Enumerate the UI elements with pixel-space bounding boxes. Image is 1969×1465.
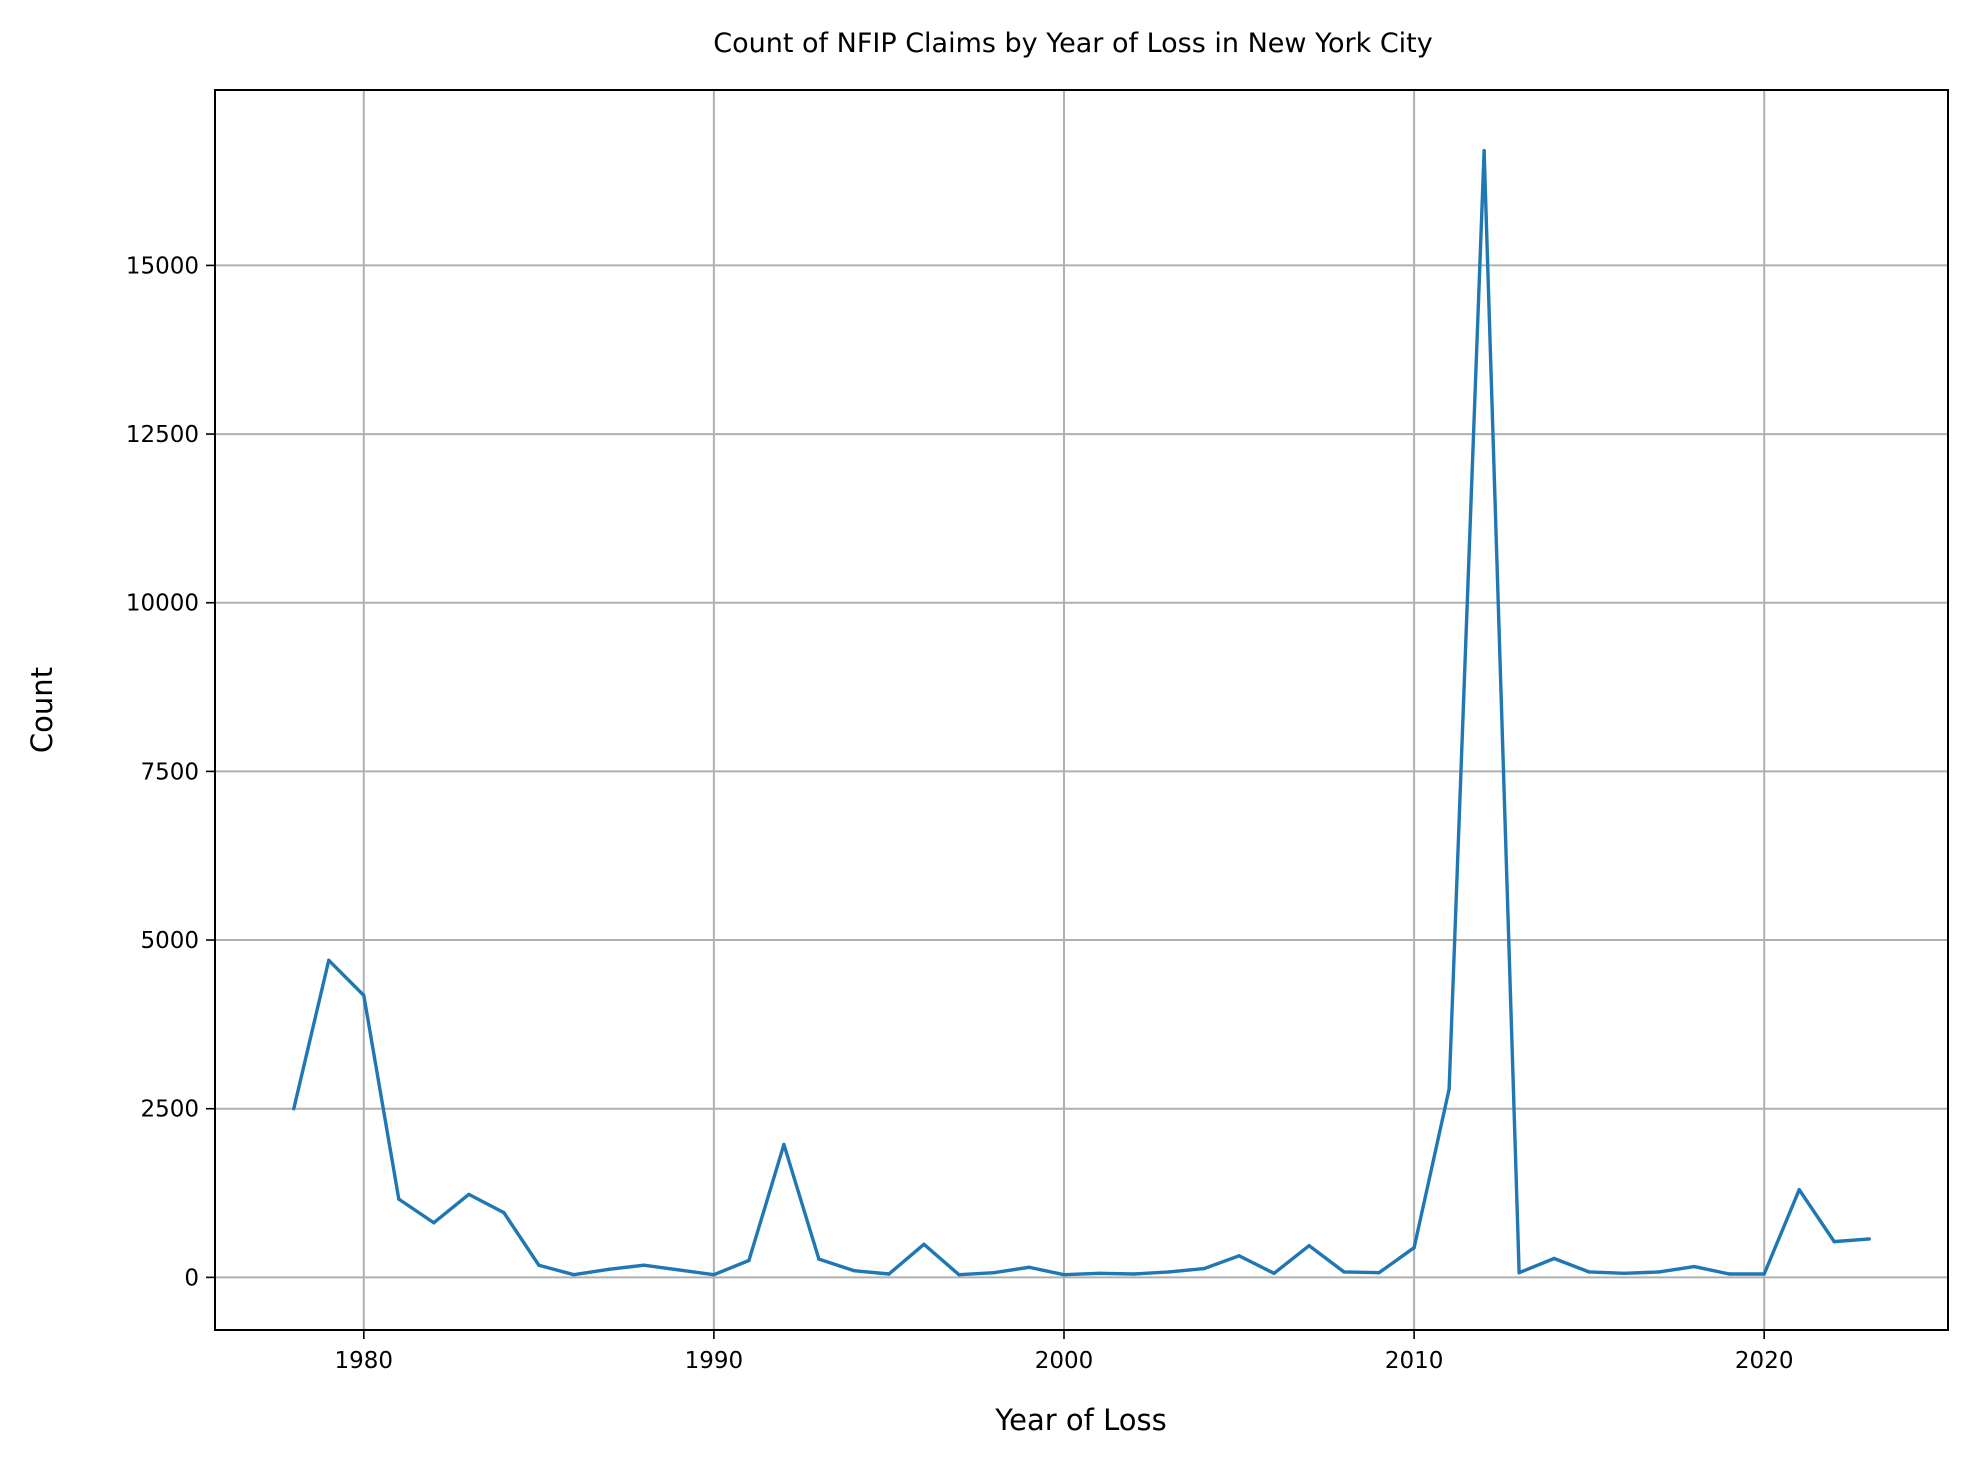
data-point bbox=[747, 1258, 751, 1263]
data-point bbox=[1377, 1270, 1381, 1275]
data-point bbox=[1867, 1237, 1871, 1241]
plot-frame bbox=[214, 89, 1949, 1331]
data-point bbox=[817, 1257, 821, 1261]
data-point bbox=[957, 1272, 961, 1277]
data-point bbox=[1727, 1272, 1731, 1276]
data-point bbox=[782, 1142, 786, 1147]
data-point bbox=[1097, 1271, 1101, 1276]
data-point bbox=[1552, 1256, 1556, 1261]
data-point bbox=[1237, 1254, 1241, 1258]
data-point bbox=[1027, 1265, 1031, 1269]
x-tick-label: 1990 bbox=[685, 1348, 744, 1374]
data-point bbox=[1587, 1270, 1591, 1274]
data-point bbox=[1622, 1271, 1626, 1276]
x-tick-label: 2000 bbox=[1035, 1348, 1094, 1374]
grid-lines bbox=[215, 90, 1948, 1330]
data-point bbox=[467, 1192, 471, 1197]
data-point bbox=[1517, 1270, 1521, 1275]
x-tick-label: 2020 bbox=[1735, 1348, 1794, 1374]
data-point bbox=[1412, 1245, 1416, 1250]
y-tick-label: 7500 bbox=[140, 759, 199, 785]
data-point bbox=[607, 1267, 611, 1271]
data-point bbox=[642, 1263, 646, 1267]
data-point bbox=[1202, 1266, 1206, 1271]
data-point bbox=[537, 1263, 541, 1267]
x-tick-label: 2010 bbox=[1385, 1348, 1444, 1374]
data-point bbox=[1167, 1270, 1171, 1274]
data-point bbox=[327, 958, 331, 962]
series-line bbox=[292, 149, 1870, 1277]
data-point bbox=[852, 1268, 856, 1273]
data-point bbox=[922, 1242, 926, 1247]
data-point bbox=[677, 1268, 681, 1272]
data-point bbox=[502, 1210, 506, 1215]
data-point bbox=[432, 1221, 436, 1225]
y-tick-label: 5000 bbox=[140, 928, 199, 954]
data-point bbox=[362, 993, 366, 998]
data-point bbox=[1832, 1239, 1836, 1244]
data-point bbox=[1062, 1272, 1066, 1277]
data-point bbox=[1657, 1270, 1661, 1274]
data-point bbox=[397, 1197, 401, 1201]
chart-title: Count of NFIP Claims by Year of Loss in … bbox=[713, 28, 1432, 59]
data-point bbox=[992, 1270, 996, 1275]
x-tick-label: 1980 bbox=[335, 1348, 394, 1374]
data-point bbox=[1692, 1264, 1696, 1269]
data-point bbox=[1342, 1270, 1346, 1274]
y-tick-label: 0 bbox=[184, 1265, 199, 1291]
y-tick-label: 2500 bbox=[140, 1097, 199, 1123]
data-point bbox=[1762, 1272, 1766, 1276]
data-point bbox=[572, 1272, 576, 1277]
data-point bbox=[1482, 149, 1486, 153]
data-point bbox=[1797, 1187, 1801, 1192]
data-point bbox=[292, 1107, 296, 1111]
x-axis-label: Year of Loss bbox=[994, 1403, 1166, 1437]
data-point bbox=[1307, 1243, 1311, 1248]
y-axis-label: Count bbox=[25, 667, 59, 753]
data-point bbox=[887, 1272, 891, 1276]
series-layer bbox=[292, 149, 1871, 1277]
y-tick-label: 12500 bbox=[126, 422, 199, 448]
y-tick-label: 15000 bbox=[126, 253, 199, 279]
data-point bbox=[1132, 1272, 1136, 1276]
axis-ticks: 1980 1990 2000 2010 2020 0 2500 5000 7500 10000 12… bbox=[126, 253, 1794, 1374]
y-tick-label: 10000 bbox=[126, 591, 199, 617]
data-point bbox=[712, 1272, 716, 1277]
data-point bbox=[1447, 1087, 1451, 1091]
data-point bbox=[1272, 1271, 1276, 1276]
